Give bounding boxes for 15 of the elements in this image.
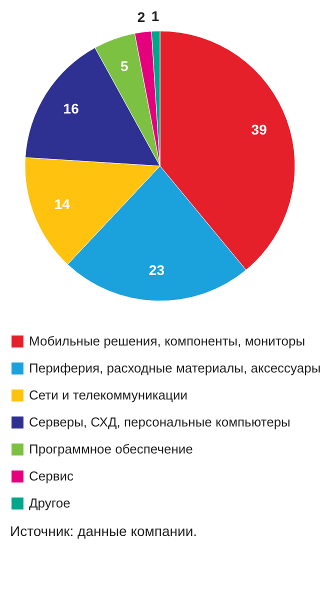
data-label: 16 (63, 100, 80, 117)
text: Источник: данные компании. (10, 523, 198, 539)
data-label: 2 (137, 9, 146, 26)
legend-label: Сети и телекоммуникации (29, 388, 188, 402)
legend-label: Программное обеспечение (29, 442, 193, 456)
data-label: 23 (148, 262, 165, 278)
legend-label: Периферия, расходные материалы, аксессуары (29, 360, 321, 376)
data-label: 5 (120, 58, 128, 74)
data-label: 1 (151, 8, 160, 24)
legend-label: Сервис (29, 468, 74, 484)
data-label: 39 (251, 121, 268, 138)
legend-label: Серверы, СХД, персональные компьютеры (29, 414, 290, 430)
data-label: 14 (54, 196, 70, 212)
legend-label: Мобильные решения, компоненты, мониторы (29, 334, 306, 348)
legend-label: Другое (29, 496, 70, 510)
